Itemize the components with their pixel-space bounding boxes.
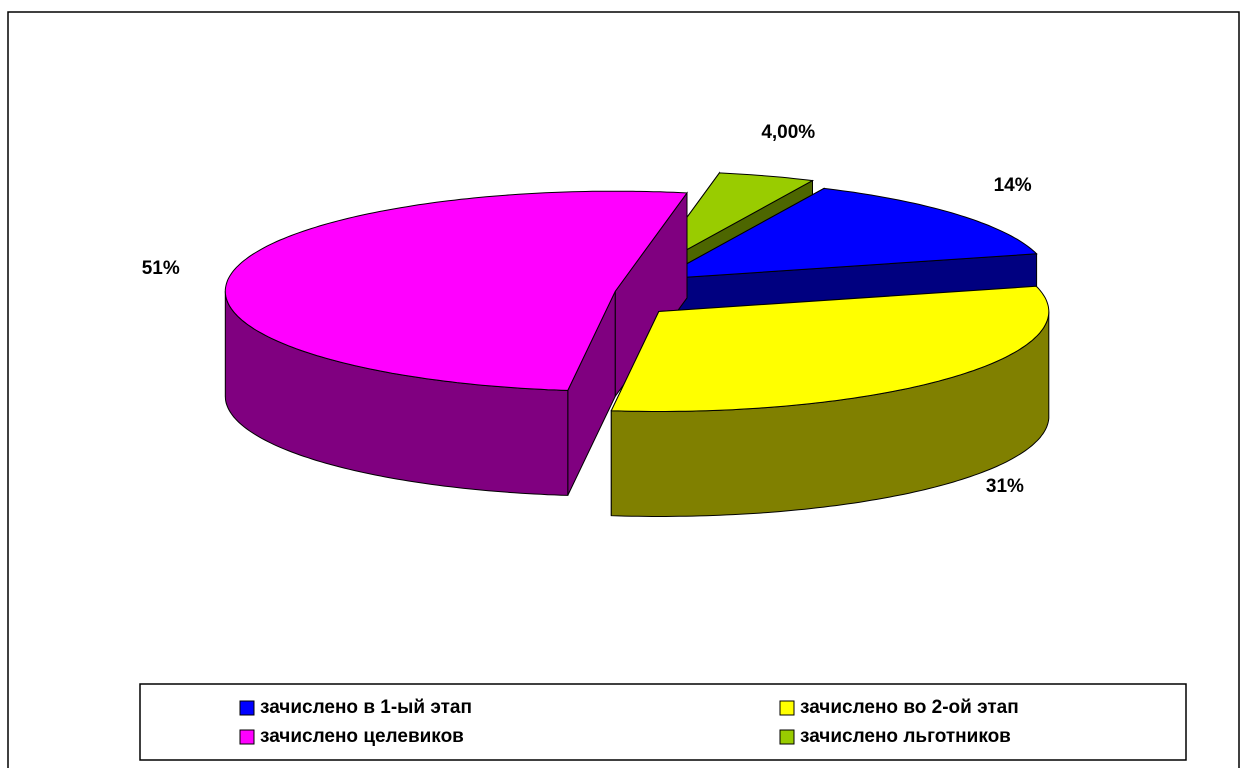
slice-top — [224, 190, 688, 391]
pie-slice — [610, 285, 1050, 517]
data-label: 31% — [986, 476, 1024, 497]
legend-label: зачислено во 2-ой этап — [800, 697, 1019, 718]
legend-swatch — [779, 729, 795, 745]
legend-label: зачислено льготников — [800, 726, 1011, 747]
slice-top — [610, 285, 1050, 412]
data-label: 4,00% — [761, 122, 815, 143]
legend-label: зачислено в 1-ый этап — [260, 697, 472, 718]
data-label: 51% — [142, 258, 180, 279]
slice-top — [658, 187, 1038, 280]
slice-top — [647, 172, 815, 272]
legend-label: зачислено целевиков — [260, 726, 464, 747]
legend-swatch — [239, 729, 255, 745]
pie-slice — [224, 190, 688, 496]
legend-swatch — [779, 700, 795, 716]
data-label: 14% — [994, 175, 1032, 196]
legend-swatch — [239, 700, 255, 716]
legend-box — [139, 683, 1187, 761]
